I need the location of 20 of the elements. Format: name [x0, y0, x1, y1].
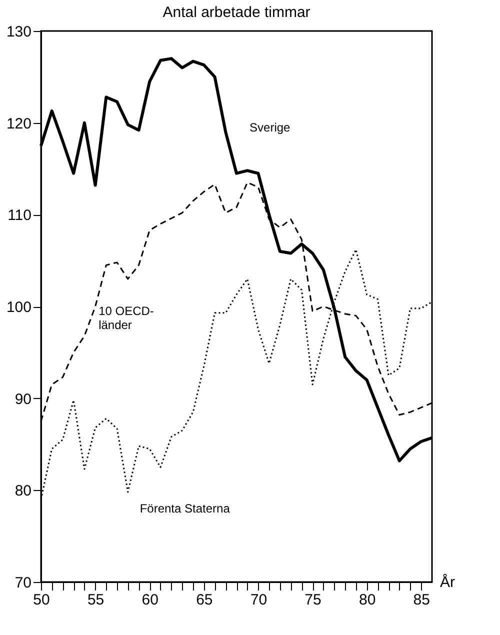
x-axis-title: År	[440, 573, 456, 591]
chart-title: Antal arbetade timmar	[162, 4, 310, 21]
x-tick-label: 85	[413, 592, 430, 608]
y-tick-label: 80	[14, 482, 32, 500]
x-tick-label: 50	[33, 592, 50, 608]
y-tick-label: 110	[8, 207, 32, 224]
series-label: Förenta Staterna	[140, 502, 230, 516]
y-tick-label: 120	[6, 115, 32, 132]
y-tick-label: 100	[6, 299, 32, 316]
x-tick-label: 55	[87, 592, 104, 608]
y-tick-label: 130	[6, 24, 32, 40]
y-tick-label: 90	[14, 390, 32, 408]
y-tick-label: 70	[14, 574, 32, 592]
x-tick-label: 70	[250, 592, 268, 608]
series-label: Sverige	[250, 120, 291, 134]
x-tick-label: 65	[196, 592, 213, 608]
series-label: 10 OECD- länder	[98, 304, 154, 332]
x-tick-label: 80	[358, 592, 376, 608]
x-tick-label: 75	[304, 592, 322, 608]
x-tick-label: 60	[142, 592, 158, 608]
